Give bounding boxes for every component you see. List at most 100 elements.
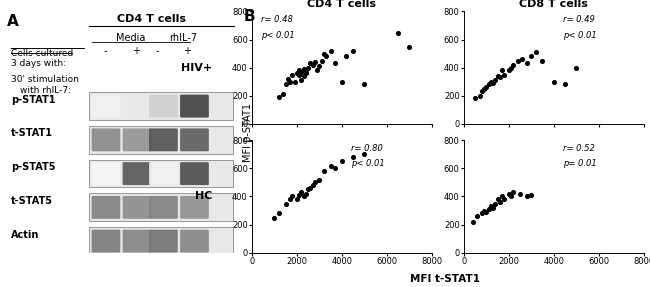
Point xyxy=(289,79,300,84)
Text: r= 0.48: r= 0.48 xyxy=(261,15,293,24)
Text: HIV+: HIV+ xyxy=(181,63,213,73)
FancyBboxPatch shape xyxy=(92,95,120,118)
Point xyxy=(296,69,307,74)
Text: t-STAT1: t-STAT1 xyxy=(11,128,53,138)
Point xyxy=(294,72,304,77)
Point xyxy=(506,65,516,70)
Point xyxy=(486,79,496,84)
Text: p-STAT1: p-STAT1 xyxy=(11,95,56,105)
Point xyxy=(476,211,487,216)
Point xyxy=(497,68,507,73)
FancyBboxPatch shape xyxy=(123,95,151,118)
FancyBboxPatch shape xyxy=(92,196,120,219)
Point xyxy=(326,163,336,168)
Point xyxy=(303,187,313,192)
FancyBboxPatch shape xyxy=(180,162,209,185)
Point xyxy=(280,82,291,87)
Title: CD4 T cells: CD4 T cells xyxy=(307,0,376,9)
Point xyxy=(499,72,510,77)
Text: Cells cultured
3 days with:: Cells cultured 3 days with: xyxy=(11,49,73,68)
FancyBboxPatch shape xyxy=(89,193,233,221)
FancyBboxPatch shape xyxy=(180,128,209,151)
Point xyxy=(318,169,329,174)
Text: HC: HC xyxy=(195,191,213,201)
Point xyxy=(488,81,499,85)
Point xyxy=(521,194,532,199)
Point xyxy=(508,63,519,67)
Point xyxy=(301,71,311,75)
Point xyxy=(479,86,489,91)
Point xyxy=(488,205,499,210)
Point xyxy=(314,177,324,182)
Point xyxy=(490,201,501,206)
Point xyxy=(530,50,541,55)
FancyBboxPatch shape xyxy=(180,230,209,253)
Point xyxy=(486,204,496,209)
Point xyxy=(294,68,304,73)
FancyBboxPatch shape xyxy=(89,227,233,255)
Point xyxy=(330,61,340,66)
Point xyxy=(517,57,527,61)
Point xyxy=(283,76,293,81)
Point xyxy=(359,152,369,157)
Point xyxy=(309,60,320,64)
Point xyxy=(506,194,516,199)
FancyBboxPatch shape xyxy=(149,128,178,151)
FancyBboxPatch shape xyxy=(89,92,233,120)
Point xyxy=(404,44,414,49)
Point xyxy=(526,54,536,59)
Point xyxy=(549,79,559,84)
Text: +: + xyxy=(133,46,140,57)
Point xyxy=(474,93,485,98)
Point xyxy=(296,78,307,82)
Point xyxy=(287,72,298,77)
Point xyxy=(307,63,318,67)
Point xyxy=(476,89,487,94)
Point xyxy=(493,74,503,78)
Point xyxy=(307,183,318,188)
Point xyxy=(269,215,280,220)
Point xyxy=(287,194,298,199)
Text: -: - xyxy=(155,46,159,57)
Text: CD4 T cells: CD4 T cells xyxy=(117,14,186,24)
Point xyxy=(314,64,324,68)
Point xyxy=(484,82,494,87)
Point xyxy=(393,30,403,35)
Point xyxy=(348,155,358,160)
Point xyxy=(348,49,358,53)
Point xyxy=(317,58,327,63)
Point xyxy=(337,159,347,164)
Point xyxy=(490,78,501,82)
Point xyxy=(499,197,510,201)
Point xyxy=(497,194,507,199)
Text: r= 0.52: r= 0.52 xyxy=(563,144,595,153)
Point xyxy=(301,68,311,73)
Point xyxy=(330,166,340,171)
Point xyxy=(341,54,352,59)
FancyBboxPatch shape xyxy=(180,95,209,118)
FancyBboxPatch shape xyxy=(149,196,178,219)
FancyBboxPatch shape xyxy=(92,230,120,253)
Point xyxy=(321,54,332,59)
Point xyxy=(515,191,525,196)
Text: t-STAT5: t-STAT5 xyxy=(11,196,53,206)
Point xyxy=(305,61,315,66)
Point xyxy=(285,79,295,84)
FancyBboxPatch shape xyxy=(123,230,151,253)
Point xyxy=(296,190,307,195)
Text: p< 0.01: p< 0.01 xyxy=(351,160,385,168)
Point xyxy=(292,71,302,75)
Point xyxy=(560,82,570,87)
Point xyxy=(571,65,581,70)
Text: p< 0.01: p< 0.01 xyxy=(261,30,294,40)
FancyBboxPatch shape xyxy=(123,162,151,185)
Point xyxy=(526,193,536,197)
FancyBboxPatch shape xyxy=(123,196,151,219)
Point xyxy=(538,58,548,63)
Point xyxy=(318,51,329,56)
Text: p-STAT5: p-STAT5 xyxy=(11,162,56,172)
Text: MFI t-STAT1: MFI t-STAT1 xyxy=(410,274,480,284)
Point xyxy=(326,49,336,53)
Point xyxy=(504,191,514,196)
Point xyxy=(301,191,311,196)
